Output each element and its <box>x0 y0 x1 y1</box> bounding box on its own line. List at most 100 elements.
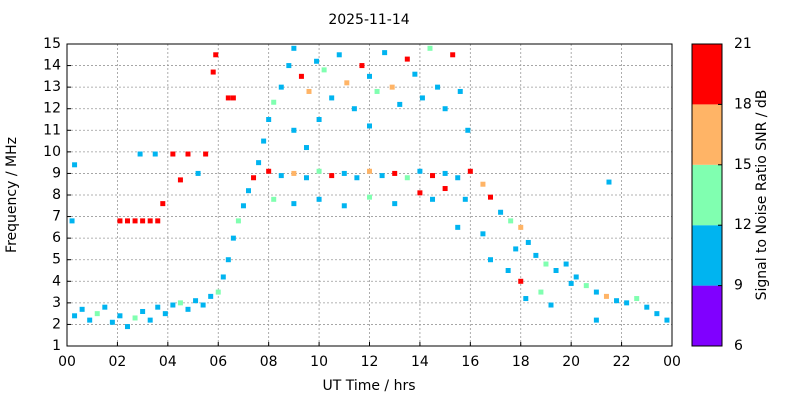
data-point <box>397 101 403 107</box>
data-point <box>465 127 471 133</box>
x-tick-label: 22 <box>613 354 631 370</box>
data-point <box>467 168 473 174</box>
data-point <box>125 324 130 330</box>
x-tick-label: 06 <box>209 354 227 370</box>
data-point <box>553 268 559 273</box>
x-tick-label: 04 <box>159 354 177 370</box>
data-point <box>654 311 660 317</box>
data-point <box>160 201 166 207</box>
data-point <box>442 170 448 176</box>
data-point <box>177 300 183 306</box>
data-point <box>367 73 372 79</box>
data-point <box>286 63 292 69</box>
y-tick-label: 1 <box>52 338 61 354</box>
data-point <box>298 73 304 79</box>
y-tick-label: 6 <box>52 230 61 246</box>
y-tick-label: 9 <box>52 165 61 181</box>
data-point <box>240 203 246 209</box>
colorbar-label: Signal to Noise Ratio SNR / dB <box>754 90 770 301</box>
y-axis-label: Frequency / MHz <box>4 137 20 253</box>
data-point <box>213 52 219 58</box>
data-point <box>170 302 176 308</box>
data-point <box>442 186 448 192</box>
data-point <box>203 151 209 157</box>
data-point <box>543 261 549 267</box>
chart-title: 2025-11-14 <box>328 12 409 28</box>
data-point <box>220 274 226 280</box>
data-point <box>185 306 191 312</box>
data-point <box>367 168 372 174</box>
x-axis-label: UT Time / hrs <box>322 378 415 394</box>
colorbar-tick-label: 18 <box>734 96 752 112</box>
data-point <box>644 304 650 310</box>
x-tick-label: 12 <box>361 354 379 370</box>
colorbar-tick-label: 9 <box>734 278 743 294</box>
data-point <box>230 235 236 241</box>
data-point <box>389 84 395 90</box>
data-point <box>412 71 418 77</box>
colorbar-band <box>692 44 722 105</box>
data-point <box>498 209 504 215</box>
data-point <box>480 181 486 187</box>
data-point <box>94 311 100 317</box>
data-point <box>200 302 206 308</box>
data-point <box>435 84 441 90</box>
data-point <box>185 151 191 157</box>
data-point <box>593 289 599 295</box>
data-point <box>316 117 322 122</box>
y-tick-label: 2 <box>52 316 61 332</box>
data-point <box>367 123 372 129</box>
data-point <box>457 88 463 94</box>
data-point <box>303 175 309 181</box>
data-point <box>125 218 130 224</box>
data-point <box>225 257 231 263</box>
data-point <box>132 315 138 321</box>
data-point <box>417 168 423 174</box>
data-point <box>430 173 436 179</box>
data-point <box>306 88 312 94</box>
data-point <box>278 173 284 179</box>
colorbar-band <box>692 225 722 286</box>
data-point <box>72 162 78 168</box>
data-point <box>523 296 529 302</box>
data-point <box>548 302 554 308</box>
x-tick-label: 10 <box>310 354 328 370</box>
y-tick-label: 7 <box>52 209 61 225</box>
data-point <box>155 304 161 310</box>
data-point <box>170 151 176 157</box>
colorbar-band <box>692 285 722 346</box>
data-point <box>392 201 398 207</box>
data-point <box>230 95 236 101</box>
x-tick-label: 02 <box>109 354 127 370</box>
colorbar-tick-label: 21 <box>734 36 752 52</box>
data-point <box>291 201 297 207</box>
data-point <box>359 63 365 69</box>
data-point <box>518 278 524 284</box>
data-point <box>419 95 425 101</box>
data-point <box>336 52 342 58</box>
data-point <box>382 50 388 56</box>
plot-frame <box>66 43 673 347</box>
data-point <box>72 313 78 319</box>
data-point <box>147 317 153 323</box>
data-point <box>341 203 347 209</box>
y-tick-label: 8 <box>52 187 61 203</box>
data-point <box>450 52 456 58</box>
data-point <box>455 224 461 230</box>
data-point <box>379 173 385 179</box>
data-point <box>291 170 297 176</box>
data-point <box>87 317 93 323</box>
x-tick-label: 16 <box>461 354 479 370</box>
data-point <box>291 45 297 51</box>
data-point <box>316 168 322 174</box>
y-tick-label: 13 <box>43 79 61 95</box>
data-point <box>291 127 297 133</box>
x-tick-label: 08 <box>260 354 278 370</box>
data-point <box>427 45 433 51</box>
y-tick-label: 10 <box>43 144 61 160</box>
x-tick-label: 00 <box>58 354 76 370</box>
y-tick-label: 3 <box>52 295 61 311</box>
data-point <box>538 289 544 295</box>
data-point <box>162 311 168 317</box>
